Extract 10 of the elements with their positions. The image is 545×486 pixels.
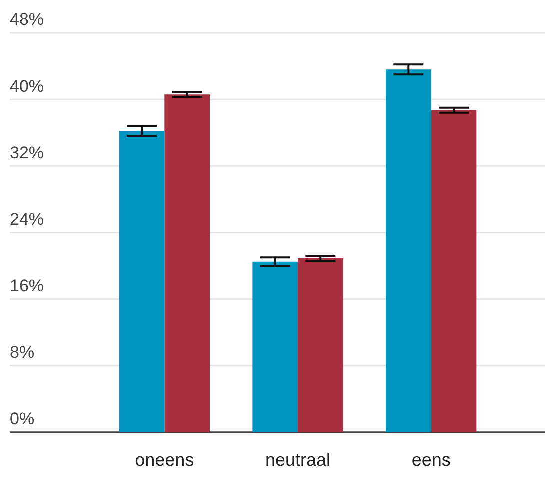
y-tick-label: 24% (10, 210, 44, 229)
y-tick-label: 48% (10, 10, 44, 30)
x-tick-label: neutraal (265, 450, 331, 470)
y-tick-label: 32% (10, 143, 44, 162)
x-tick-label: eens (412, 450, 451, 470)
y-tick-label: 16% (10, 276, 44, 296)
y-tick-label: 0% (10, 410, 35, 429)
y-tick-label: 8% (10, 343, 35, 362)
x-tick-label: oneens (135, 450, 194, 470)
y-tick-label: 40% (10, 76, 44, 96)
